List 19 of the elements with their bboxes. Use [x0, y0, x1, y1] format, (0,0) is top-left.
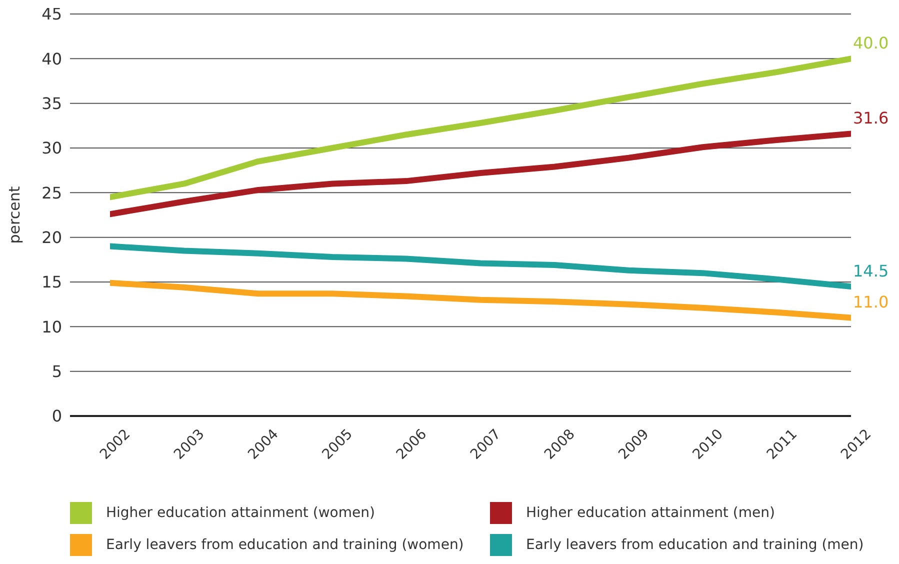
data-label: 31.6: [853, 108, 889, 128]
y-tick-label: 30: [42, 138, 62, 158]
y-tick-label: 0: [52, 406, 62, 426]
y-tick-label: 40: [42, 49, 62, 68]
y-tick-label: 5: [52, 362, 62, 382]
legend-label: Early leavers from education and training (women): [106, 537, 464, 553]
data-label: 40.0: [853, 34, 889, 53]
legend-label: Higher education attainment (women): [106, 505, 375, 521]
y-tick-label: 25: [42, 183, 62, 202]
data-label: 14.5: [853, 261, 889, 280]
y-tick-label: 15: [42, 272, 62, 292]
legend-label: Higher education attainment (men): [526, 505, 775, 521]
y-axis-title: percent: [5, 186, 24, 244]
data-label: 11.0: [853, 292, 889, 312]
y-tick-label: 10: [42, 317, 62, 336]
y-tick-label: 20: [42, 228, 62, 248]
legend-label: Early leavers from education and training (men): [526, 537, 864, 553]
y-tick-label: 35: [42, 94, 62, 114]
y-tick-label: 45: [42, 4, 62, 24]
